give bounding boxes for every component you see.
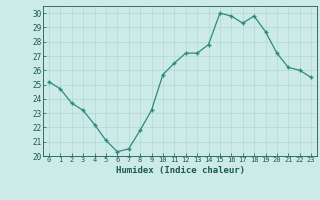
X-axis label: Humidex (Indice chaleur): Humidex (Indice chaleur) xyxy=(116,166,244,175)
